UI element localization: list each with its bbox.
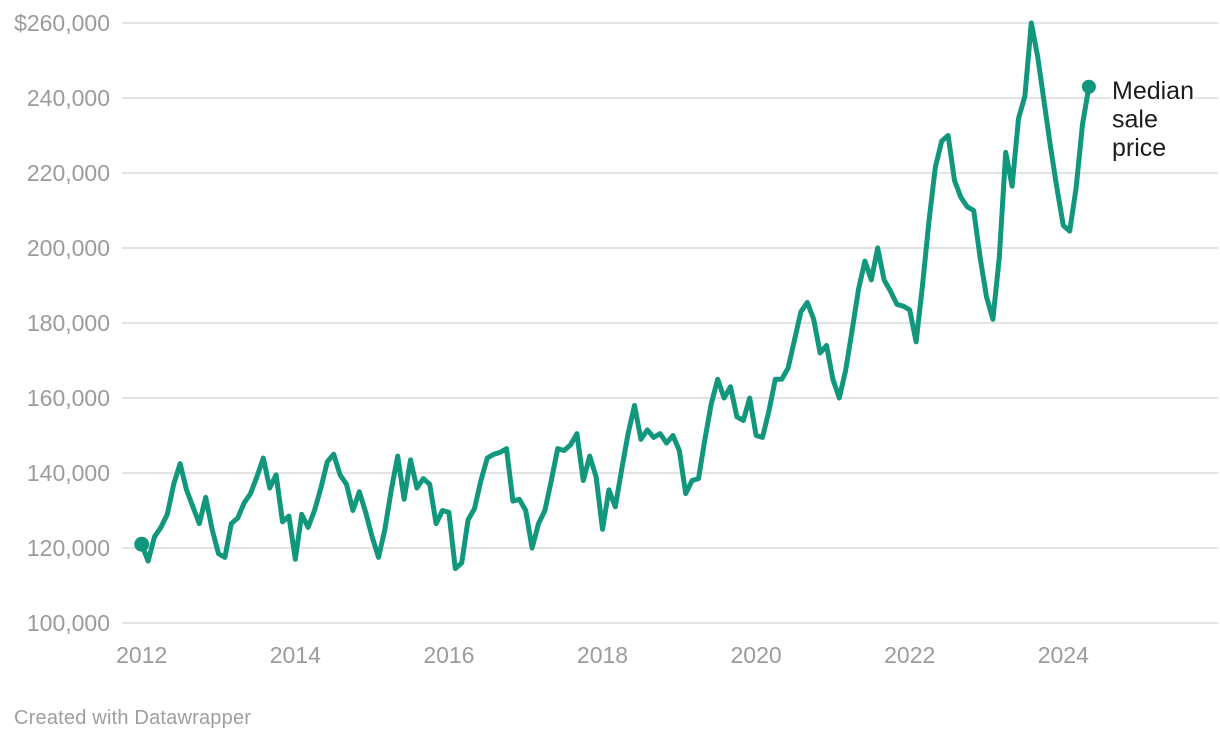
attribution: Created with Datawrapper bbox=[14, 707, 251, 730]
x-tick-label: 2016 bbox=[423, 642, 474, 668]
series-label-line: Median bbox=[1112, 77, 1194, 105]
y-tick-label: 180,000 bbox=[27, 310, 110, 336]
y-tick-label: 120,000 bbox=[27, 535, 110, 561]
y-tick-label: 100,000 bbox=[27, 610, 110, 636]
series-label-line: price bbox=[1112, 134, 1166, 162]
x-tick-label: 2022 bbox=[884, 642, 935, 668]
y-axis-labels: $260,000 240,000 220,000 200,000 180,000 160,… bbox=[14, 10, 110, 636]
x-tick-label: 2020 bbox=[731, 642, 782, 668]
y-tick-label: 200,000 bbox=[27, 235, 110, 261]
x-tick-label: 2018 bbox=[577, 642, 628, 668]
median-sale-price-line bbox=[139, 20, 1092, 572]
series-label-line: sale bbox=[1112, 105, 1158, 133]
y-tick-label: 140,000 bbox=[27, 460, 110, 486]
line-end-marker bbox=[1081, 79, 1096, 94]
x-axis-labels: 2012 2014 2016 2018 2020 2022 2024 bbox=[116, 642, 1089, 668]
x-tick-label: 2012 bbox=[116, 642, 167, 668]
y-tick-label: 160,000 bbox=[27, 385, 110, 411]
attribution-link[interactable]: Created with Datawrapper bbox=[14, 707, 252, 729]
y-tick-label: 220,000 bbox=[27, 160, 110, 186]
y-tick-label: 240,000 bbox=[27, 85, 110, 111]
y-tick-label: $260,000 bbox=[14, 10, 110, 36]
x-tick-label: 2014 bbox=[270, 642, 321, 668]
line-start-marker bbox=[134, 536, 150, 552]
x-tick-label: 2024 bbox=[1038, 642, 1089, 668]
gridlines bbox=[122, 22, 1218, 624]
